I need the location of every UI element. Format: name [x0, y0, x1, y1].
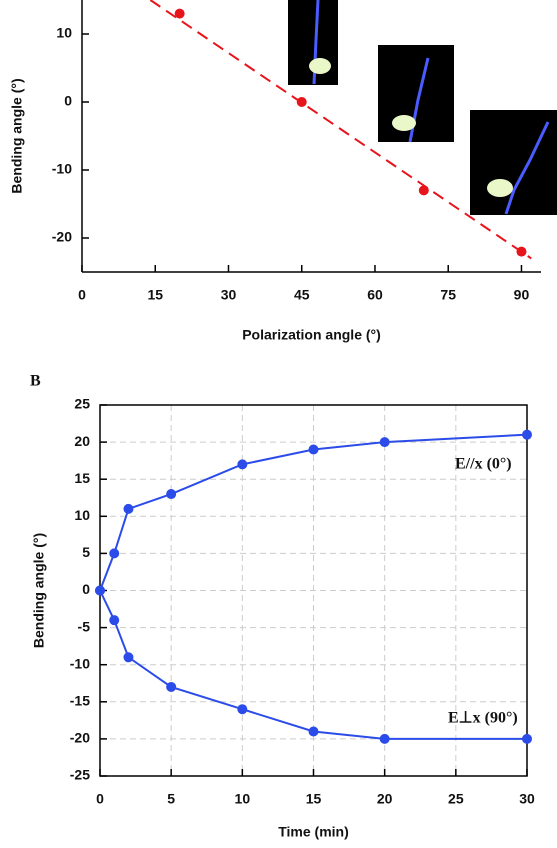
x-tick-label: 20 — [377, 791, 393, 807]
inset-image — [288, 0, 338, 85]
data-point — [379, 733, 390, 744]
x-axis-label: Polarization angle (°) — [242, 327, 381, 343]
y-tick-label: 10 — [74, 507, 90, 523]
data-point — [237, 459, 248, 470]
y-tick-label: -5 — [78, 618, 91, 634]
x-tick-label: 0 — [78, 287, 86, 303]
y-tick-label: -25 — [70, 767, 90, 783]
data-point — [123, 503, 134, 514]
x-tick-label: 25 — [448, 791, 464, 807]
y-tick-label: -20 — [70, 730, 90, 746]
x-tick-label: 5 — [167, 791, 175, 807]
x-tick-label: 45 — [294, 287, 310, 303]
data-point — [95, 585, 105, 596]
x-axis-label: Time (min) — [278, 824, 349, 840]
x-tick-label: 75 — [440, 287, 456, 303]
series-label: E//x (0°) — [455, 456, 512, 473]
y-tick-label: 5 — [82, 544, 90, 560]
inset-images — [288, 0, 557, 215]
data-point — [522, 429, 532, 440]
y-tick-label: 10 — [56, 25, 72, 41]
y-tick-label: -10 — [52, 161, 72, 177]
data-point — [123, 652, 134, 663]
data-point — [166, 489, 177, 500]
data-point — [109, 548, 120, 559]
data-point — [174, 8, 185, 19]
y-tick-label: 20 — [74, 433, 90, 449]
y-axis-label: Bending angle (°) — [31, 533, 47, 648]
data-point — [308, 726, 319, 737]
series-label: E⊥x (90°) — [448, 710, 518, 727]
y-tick-label: -20 — [52, 229, 72, 245]
data-point — [522, 733, 532, 744]
data-point — [109, 615, 120, 626]
data-point — [308, 444, 319, 455]
series-line — [99, 590, 527, 740]
x-tick-label: 30 — [221, 287, 237, 303]
x-tick-label: 90 — [514, 287, 530, 303]
x-tick-label: 60 — [367, 287, 383, 303]
x-tick-label: 15 — [147, 287, 163, 303]
y-axis-label: Bending angle (°) — [9, 78, 25, 193]
y-tick-label: -15 — [70, 693, 90, 709]
x-tick-label: 30 — [519, 791, 535, 807]
inset-image — [378, 45, 454, 142]
panel-label: B — [30, 373, 41, 390]
y-tick-label: 25 — [74, 396, 90, 412]
x-tick-label: 0 — [96, 791, 104, 807]
y-tick-label: -10 — [70, 655, 90, 671]
y-tick-label: 0 — [64, 93, 72, 109]
x-tick-label: 10 — [235, 791, 251, 807]
series-line — [149, 0, 532, 260]
series-line — [99, 433, 528, 591]
data-point — [379, 437, 390, 448]
data-point — [237, 704, 248, 715]
y-tick-label: 15 — [74, 470, 90, 486]
data-point — [166, 681, 177, 692]
y-tick-label: 0 — [82, 581, 90, 597]
inset-image — [470, 110, 557, 215]
x-tick-label: 15 — [306, 791, 322, 807]
